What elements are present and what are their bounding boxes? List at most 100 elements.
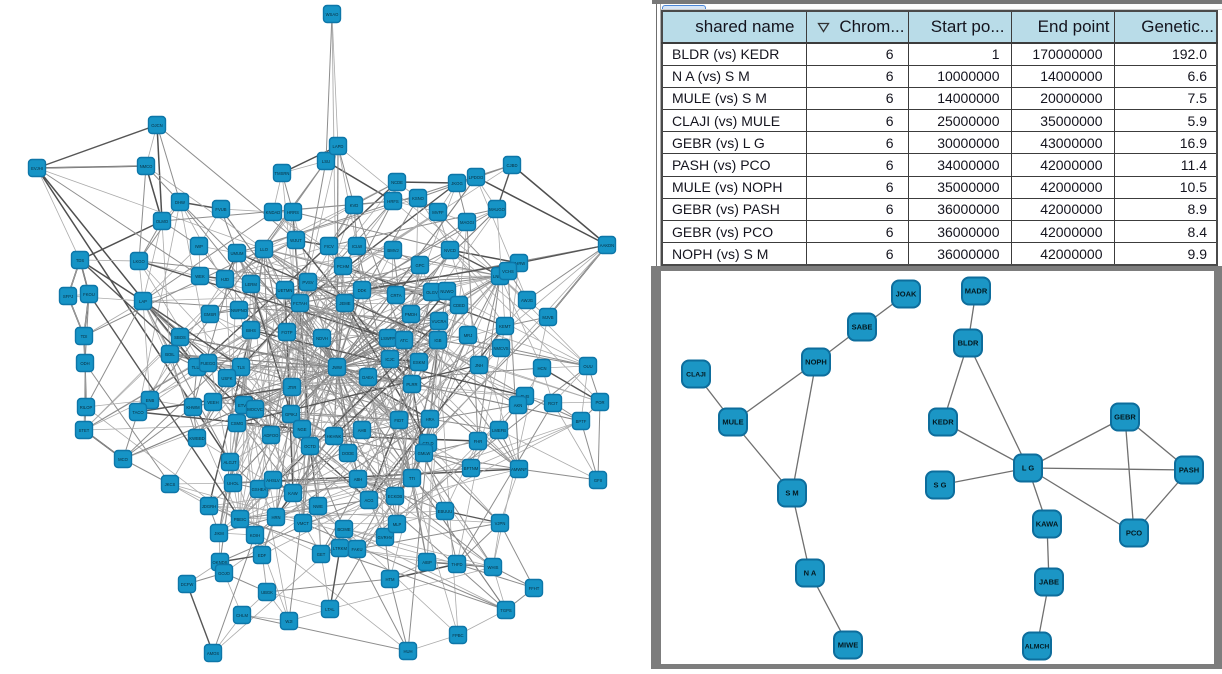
svg-text:NWE: NWE (313, 504, 323, 509)
svg-text:PASH: PASH (1179, 466, 1199, 475)
svg-text:TACO: TACO (132, 410, 144, 415)
svg-text:NDVH: NDVH (316, 336, 328, 341)
svg-text:FVUB: FVUB (215, 207, 226, 212)
svg-text:ALMCH: ALMCH (1025, 644, 1050, 651)
svg-text:OLMO: OLMO (156, 219, 169, 224)
svg-text:GPC: GPC (415, 263, 424, 268)
svg-text:EBUUU: EBUUU (438, 509, 453, 514)
svg-text:WHIS: WHIS (488, 565, 499, 570)
svg-text:MAGGI: MAGGI (460, 220, 474, 225)
svg-text:ESKM: ESKM (413, 360, 425, 365)
svg-text:AIBP: AIBP (422, 560, 432, 565)
svg-text:VMCT: VMCT (297, 521, 309, 526)
svg-text:NOPH: NOPH (805, 358, 827, 367)
svg-text:GVRHV: GVRHV (378, 535, 393, 540)
svg-text:LAPD: LAPD (333, 144, 344, 149)
svg-text:IGB: IGB (434, 338, 441, 343)
svg-text:LAP: LAP (139, 299, 147, 304)
svg-text:NGE: NGE (297, 427, 306, 432)
svg-text:HJD: HJD (221, 277, 229, 282)
svg-text:FCTAH: FCTAH (293, 301, 307, 306)
svg-text:BOIL: BOIL (165, 352, 175, 357)
svg-text:EDF: EDF (258, 553, 267, 558)
svg-text:GMLW: GMLW (418, 451, 431, 456)
svg-text:POR: POR (595, 400, 604, 405)
svg-text:ALGJT: ALGJT (223, 460, 236, 465)
svg-text:NMCVS: NMCVS (493, 346, 508, 351)
svg-text:AHSLV: AHSLV (266, 478, 280, 483)
svg-text:JKCS: JKCS (165, 482, 176, 487)
svg-text:NWPNO: NWPNO (231, 308, 248, 313)
svg-text:NCDE: NCDE (391, 180, 403, 185)
svg-text:LSWFP: LSWFP (381, 336, 396, 341)
svg-text:JNH: JNH (475, 363, 483, 368)
svg-text:TMSRN: TMSRN (275, 171, 290, 176)
svg-text:BPTF: BPTF (576, 419, 587, 424)
svg-text:BLDR: BLDR (958, 339, 979, 348)
svg-text:MRJ: MRJ (464, 333, 473, 338)
svg-text:DDK: DDK (358, 288, 367, 293)
svg-text:UMUM: UMUM (230, 251, 244, 256)
svg-text:VCHS: VCHS (502, 269, 514, 274)
svg-text:LMEFB: LMEFB (492, 428, 506, 433)
svg-text:SABE: SABE (852, 323, 873, 332)
svg-text:GMSR: GMSR (204, 312, 217, 317)
svg-text:PCO: PCO (1126, 529, 1142, 538)
svg-text:MADR: MADR (965, 287, 988, 296)
svg-text:ATC: ATC (400, 338, 408, 343)
svg-text:ICJC: ICJC (385, 357, 394, 362)
svg-text:OLGV: OLGV (426, 290, 438, 295)
svg-text:CJBD: CJBD (507, 163, 518, 168)
svg-text:UHOL: UHOL (227, 481, 239, 486)
svg-text:KVD: KVD (350, 203, 359, 208)
svg-text:LLO: LLO (260, 247, 269, 252)
svg-text:LERM: LERM (245, 282, 257, 287)
svg-text:S G: S G (934, 481, 947, 490)
svg-text:DHW: DHW (175, 200, 185, 205)
svg-text:BIHS: BIHS (246, 328, 256, 333)
svg-text:AMWNF: AMWNF (511, 467, 527, 472)
svg-text:AMOS: AMOS (207, 651, 220, 656)
svg-text:TDI: TDI (81, 334, 88, 339)
svg-text:SBOS: SBOS (174, 335, 186, 340)
svg-text:RILOP: RILOP (80, 405, 93, 410)
svg-text:GFII: GFII (594, 478, 602, 483)
svg-text:HRRS: HRRS (287, 210, 299, 215)
svg-text:THFD: THFD (451, 562, 462, 567)
svg-text:HKHNK: HKHNK (327, 434, 342, 439)
svg-text:HRN: HRN (271, 515, 280, 520)
svg-text:JOAK: JOAK (896, 290, 917, 299)
svg-text:FHR: FHR (474, 439, 483, 444)
svg-text:TLS: TLS (237, 365, 245, 370)
svg-text:LKGO: LKGO (133, 259, 145, 264)
svg-text:GEBR: GEBR (1114, 413, 1136, 422)
svg-text:PMDH: PMDH (405, 312, 417, 317)
svg-text:DODE: DODE (342, 451, 354, 456)
svg-text:AWJG: AWJG (521, 298, 533, 303)
svg-text:HCN: HCN (537, 366, 546, 371)
svg-text:FIDT: FIDT (394, 418, 404, 423)
svg-text:MAUGO: MAUGO (489, 207, 506, 212)
svg-text:MOCVC: MOCVC (247, 407, 263, 412)
svg-text:FAKU: FAKU (352, 547, 363, 552)
svg-text:HUH: HUH (403, 649, 412, 654)
svg-text:KOIH: KOIH (250, 533, 260, 538)
svg-text:VJPN: VJPN (495, 521, 506, 526)
svg-text:ADFOO: ADFOO (264, 433, 280, 438)
svg-text:CLAJI: CLAJI (686, 372, 706, 379)
svg-text:VUCRA: VUCRA (432, 319, 447, 324)
svg-text:AAKDN: AAKDN (600, 243, 614, 248)
svg-text:LPDOO: LPDOO (469, 175, 484, 180)
svg-text:FICV: FICV (324, 244, 334, 249)
svg-text:KNDAD: KNDAD (266, 210, 281, 215)
svg-text:MLP: MLP (393, 522, 402, 527)
svg-text:SFPJ: SFPJ (63, 294, 73, 299)
svg-text:ICLW: ICLW (352, 244, 362, 249)
svg-text:ABH: ABH (354, 477, 363, 482)
svg-text:JEME: JEME (339, 301, 350, 306)
svg-text:IWP: IWP (195, 244, 203, 249)
svg-text:GET: GET (317, 552, 326, 557)
svg-text:WJUT: WJUT (290, 238, 302, 243)
svg-text:STET: STET (79, 428, 90, 433)
svg-text:NMCO: NMCO (140, 164, 154, 169)
